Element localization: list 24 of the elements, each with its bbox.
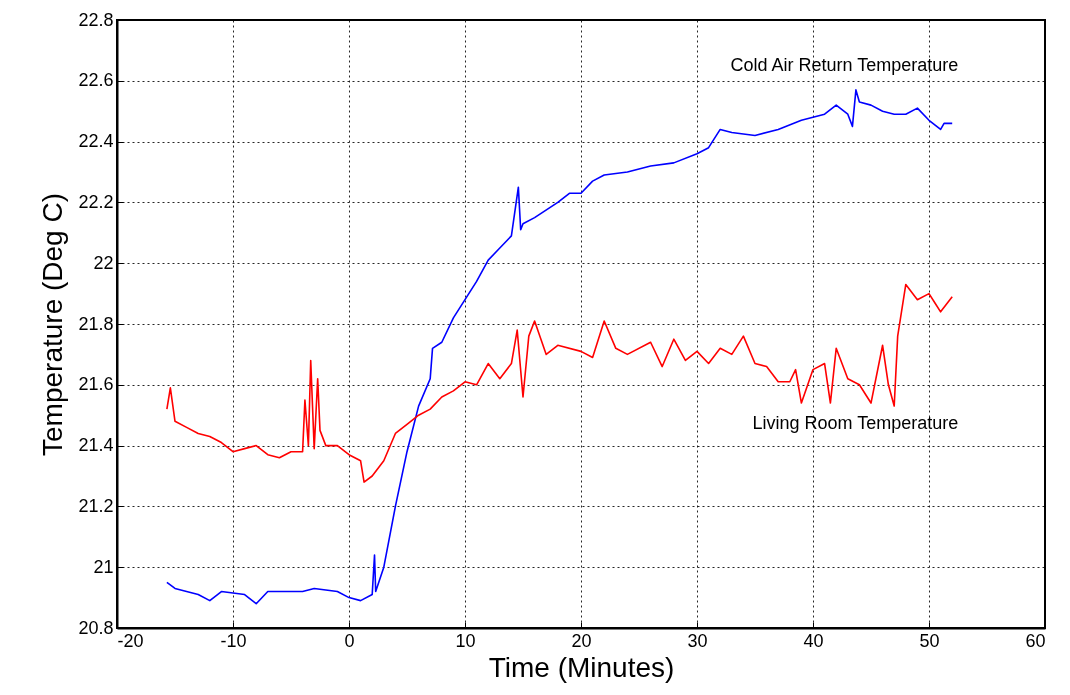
y-tick-label: 20.8 [78,617,114,638]
y-axis-title: Temperature (Deg C) [37,193,69,456]
y-tick-label: 22 [93,252,114,273]
y-tick-label: 22.4 [78,131,114,152]
series-label: Living Room Temperature [752,412,959,433]
x-tick-label: -20 [117,630,144,651]
y-tick-label: 21.2 [78,495,114,516]
y-tick-label: 21.4 [78,435,114,456]
y-tick-label: 21 [93,556,114,577]
x-tick-label: 40 [803,630,824,651]
x-tick-label: 10 [455,630,476,651]
x-tick-label: 60 [1025,630,1046,651]
x-tick-label: 0 [344,630,355,651]
x-tick-label: 30 [687,630,708,651]
x-tick-label: 50 [919,630,940,651]
x-tick-label: -10 [220,630,247,651]
x-tick-label: 20 [571,630,592,651]
y-tick-label: 21.6 [78,374,114,395]
x-axis-title: Time (Minutes) [488,651,675,683]
y-tick-label: 21.8 [78,313,114,334]
series-label: Cold Air Return Temperature [730,55,959,76]
y-tick-label: 22.2 [78,191,114,212]
y-tick-label: 22.8 [78,9,114,30]
y-tick-label: 22.6 [78,70,114,91]
